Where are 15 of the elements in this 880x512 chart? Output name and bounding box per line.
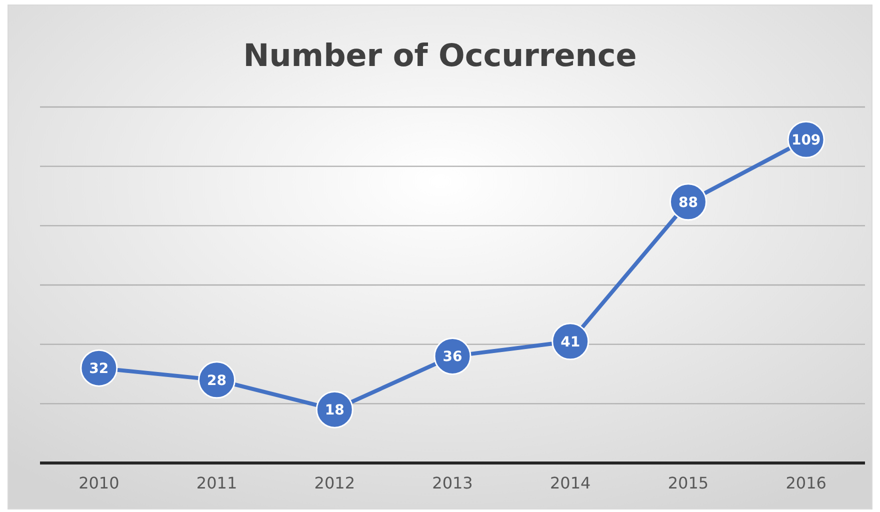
- data-label: 109: [791, 132, 821, 149]
- x-tick-label: 2015: [668, 473, 709, 492]
- x-tick-label: 2010: [78, 473, 120, 492]
- chart-title: Number of Occurrence: [243, 38, 637, 74]
- data-label: 18: [324, 402, 344, 419]
- data-label: 28: [207, 372, 227, 389]
- data-label: 41: [560, 334, 580, 350]
- x-tick-label: 2013: [432, 473, 473, 492]
- data-label: 88: [678, 194, 698, 211]
- x-tick-label: 2011: [196, 473, 238, 492]
- data-label: 32: [89, 361, 109, 378]
- data-label: 36: [442, 349, 462, 366]
- x-tick-label: 2012: [314, 473, 355, 492]
- x-tick-label: 2016: [786, 473, 826, 492]
- x-tick-label: 2014: [550, 473, 591, 492]
